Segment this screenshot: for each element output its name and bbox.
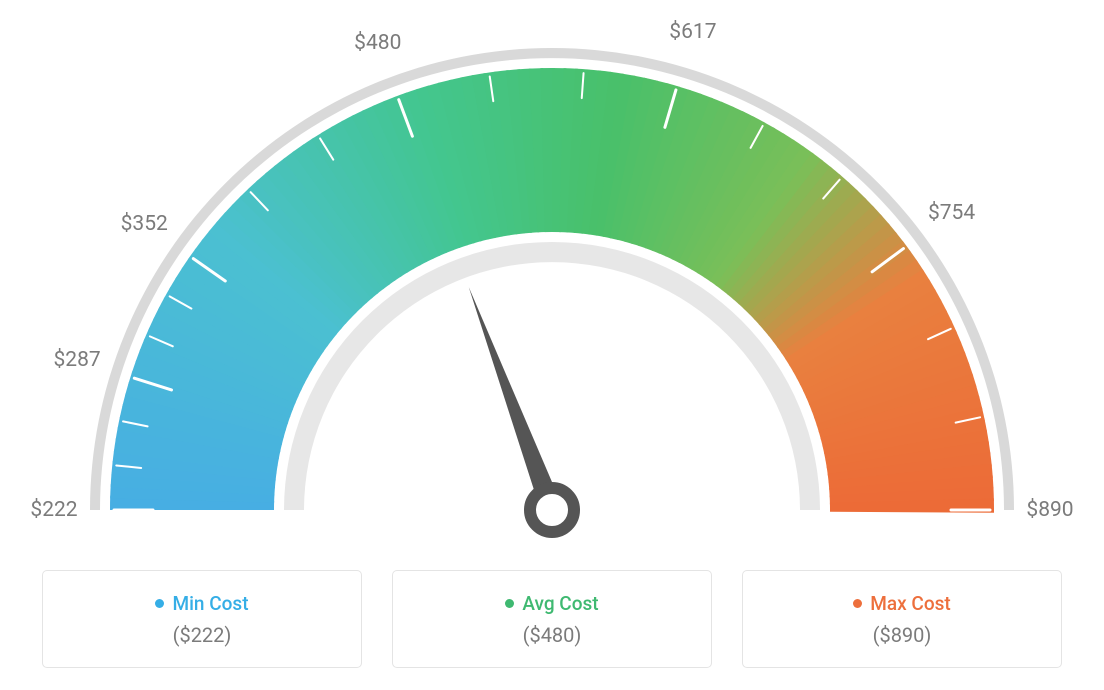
legend-card-avg: Avg Cost ($480) <box>392 570 712 668</box>
gauge-chart: $222 $287 $352 $480 $617 $754 $890 <box>0 0 1104 560</box>
legend-dot-avg <box>505 599 514 608</box>
legend-value-avg: ($480) <box>523 623 582 647</box>
legend-label-max: Max Cost <box>870 592 950 615</box>
legend-dot-max <box>853 599 862 608</box>
legend-row: Min Cost ($222) Avg Cost ($480) Max Cost… <box>0 570 1104 690</box>
gauge-tick-label: $480 <box>354 31 401 55</box>
gauge-tick-label: $352 <box>121 212 168 236</box>
legend-label-min: Min Cost <box>172 592 248 615</box>
legend-value-max: ($890) <box>873 623 932 647</box>
gauge-tick-label: $222 <box>30 498 77 522</box>
legend-label-avg: Avg Cost <box>522 592 598 615</box>
legend-title-min: Min Cost <box>155 592 248 615</box>
gauge-tick-label: $754 <box>928 201 975 225</box>
legend-dot-min <box>155 599 164 608</box>
gauge-svg <box>0 0 1104 560</box>
legend-value-min: ($222) <box>173 623 232 647</box>
legend-card-min: Min Cost ($222) <box>42 570 362 668</box>
gauge-tick-label: $287 <box>53 348 100 372</box>
legend-card-max: Max Cost ($890) <box>742 570 1062 668</box>
legend-title-avg: Avg Cost <box>505 592 598 615</box>
legend-title-max: Max Cost <box>853 592 950 615</box>
gauge-tick-label: $890 <box>1026 498 1073 522</box>
gauge-tick-label: $617 <box>669 20 716 44</box>
